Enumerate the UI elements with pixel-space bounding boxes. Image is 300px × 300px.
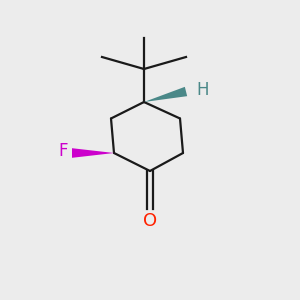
Text: H: H bbox=[196, 81, 208, 99]
Text: F: F bbox=[58, 142, 68, 160]
Polygon shape bbox=[72, 148, 114, 158]
Polygon shape bbox=[144, 87, 187, 102]
Text: O: O bbox=[143, 212, 157, 230]
